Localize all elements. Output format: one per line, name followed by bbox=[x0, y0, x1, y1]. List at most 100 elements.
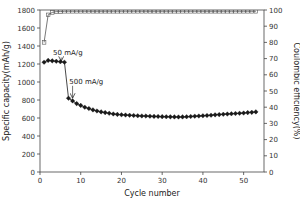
square-marker bbox=[242, 10, 246, 13]
diamond-marker bbox=[78, 103, 83, 108]
diamond-marker bbox=[176, 115, 181, 120]
x-tick bbox=[80, 172, 81, 175]
y-tick-label: 200 bbox=[22, 151, 35, 159]
square-marker bbox=[63, 10, 67, 13]
diamond-marker bbox=[180, 115, 185, 120]
y-tick bbox=[37, 172, 40, 173]
diamond-marker bbox=[54, 59, 59, 64]
y2-tick-label: 70 bbox=[269, 55, 278, 63]
x-tick bbox=[202, 172, 203, 175]
annotation-text: 500 mA/g bbox=[69, 78, 103, 86]
square-marker bbox=[103, 10, 107, 13]
square-marker bbox=[173, 10, 177, 13]
y-tick bbox=[37, 136, 40, 137]
y2-tick-label: 60 bbox=[269, 71, 278, 79]
y2-tick bbox=[264, 91, 267, 92]
diamond-marker bbox=[83, 105, 88, 110]
square-marker bbox=[83, 10, 87, 13]
diamond-marker bbox=[111, 112, 116, 117]
annotation-arrow bbox=[72, 86, 73, 98]
diamond-marker bbox=[237, 111, 242, 116]
square-marker bbox=[169, 10, 173, 13]
y-tick-label: 1200 bbox=[17, 61, 35, 69]
square-marker bbox=[209, 10, 213, 13]
square-marker bbox=[99, 10, 103, 13]
y-tick bbox=[37, 154, 40, 155]
square-marker bbox=[50, 11, 54, 15]
y-tick bbox=[37, 82, 40, 83]
diamond-marker bbox=[172, 115, 177, 120]
diamond-marker bbox=[127, 113, 132, 118]
annotation-text: 50 mA/g bbox=[53, 49, 83, 57]
square-marker bbox=[181, 10, 185, 13]
diamond-marker bbox=[115, 112, 120, 117]
x-tick-label: 30 bbox=[158, 177, 167, 185]
diamond-marker bbox=[188, 114, 193, 119]
y2-tick bbox=[264, 74, 267, 75]
diamond-marker bbox=[46, 58, 51, 63]
diamond-marker bbox=[225, 112, 230, 117]
diamond-marker bbox=[249, 110, 254, 115]
diamond-marker bbox=[42, 60, 47, 65]
square-marker bbox=[201, 10, 205, 13]
y2-tick-label: 0 bbox=[269, 169, 273, 177]
plot-data bbox=[42, 10, 258, 119]
square-marker bbox=[221, 10, 225, 13]
y-tick bbox=[37, 46, 40, 47]
diamond-marker bbox=[152, 114, 157, 119]
y2-tick bbox=[264, 58, 267, 59]
square-marker bbox=[152, 10, 156, 13]
y2-tick bbox=[264, 155, 267, 156]
y-tick bbox=[37, 64, 40, 65]
square-marker bbox=[144, 10, 148, 13]
diamond-marker bbox=[103, 110, 108, 115]
square-marker bbox=[148, 10, 152, 13]
square-marker bbox=[79, 10, 83, 13]
diamond-marker bbox=[197, 114, 202, 119]
diamond-marker bbox=[156, 114, 161, 119]
diamond-marker bbox=[119, 112, 124, 117]
y2-axis: 0102030405060708090100 bbox=[264, 7, 282, 177]
y-tick-label: 1800 bbox=[17, 7, 35, 15]
square-marker bbox=[213, 10, 217, 13]
y-tick-label: 1400 bbox=[17, 43, 35, 51]
y2-tick-label: 20 bbox=[269, 136, 278, 144]
square-marker bbox=[160, 10, 164, 13]
y2-tick-label: 100 bbox=[269, 7, 282, 15]
square-marker bbox=[246, 10, 250, 13]
x-tick-label: 40 bbox=[198, 177, 207, 185]
square-marker bbox=[140, 10, 144, 13]
y2-tick bbox=[264, 139, 267, 140]
diamond-marker bbox=[50, 59, 55, 64]
diamond-marker bbox=[241, 111, 246, 116]
x-tick bbox=[121, 172, 122, 175]
diamond-marker bbox=[221, 112, 226, 117]
x-axis-label: Cycle number bbox=[124, 189, 180, 198]
diamond-marker bbox=[213, 113, 218, 118]
square-marker bbox=[226, 10, 230, 13]
diamond-marker bbox=[95, 109, 100, 114]
diamond-marker bbox=[70, 99, 75, 104]
y2-tick bbox=[264, 107, 267, 108]
plot-frame bbox=[40, 10, 264, 172]
y-tick-label: 1000 bbox=[17, 79, 35, 87]
y2-tick-label: 90 bbox=[269, 23, 278, 31]
y-tick-label: 800 bbox=[22, 97, 35, 105]
y-tick-label: 1600 bbox=[17, 25, 35, 33]
x-axis: 01020304050 bbox=[38, 172, 248, 185]
diamond-marker bbox=[131, 113, 136, 118]
diamond-marker bbox=[148, 114, 153, 119]
series-line bbox=[44, 11, 256, 42]
x-tick bbox=[40, 172, 41, 175]
y2-tick-label: 50 bbox=[269, 88, 278, 96]
y-axis: 020040060080010001200140016001800 bbox=[17, 7, 40, 177]
x-tick-label: 50 bbox=[239, 177, 248, 185]
diamond-marker bbox=[66, 96, 71, 101]
square-marker bbox=[95, 10, 99, 13]
y-tick-label: 600 bbox=[22, 115, 35, 123]
annotation-arrow bbox=[61, 57, 62, 61]
diamond-marker bbox=[91, 108, 96, 113]
square-marker bbox=[75, 10, 79, 13]
square-marker bbox=[42, 41, 46, 45]
diamond-marker bbox=[233, 111, 238, 116]
